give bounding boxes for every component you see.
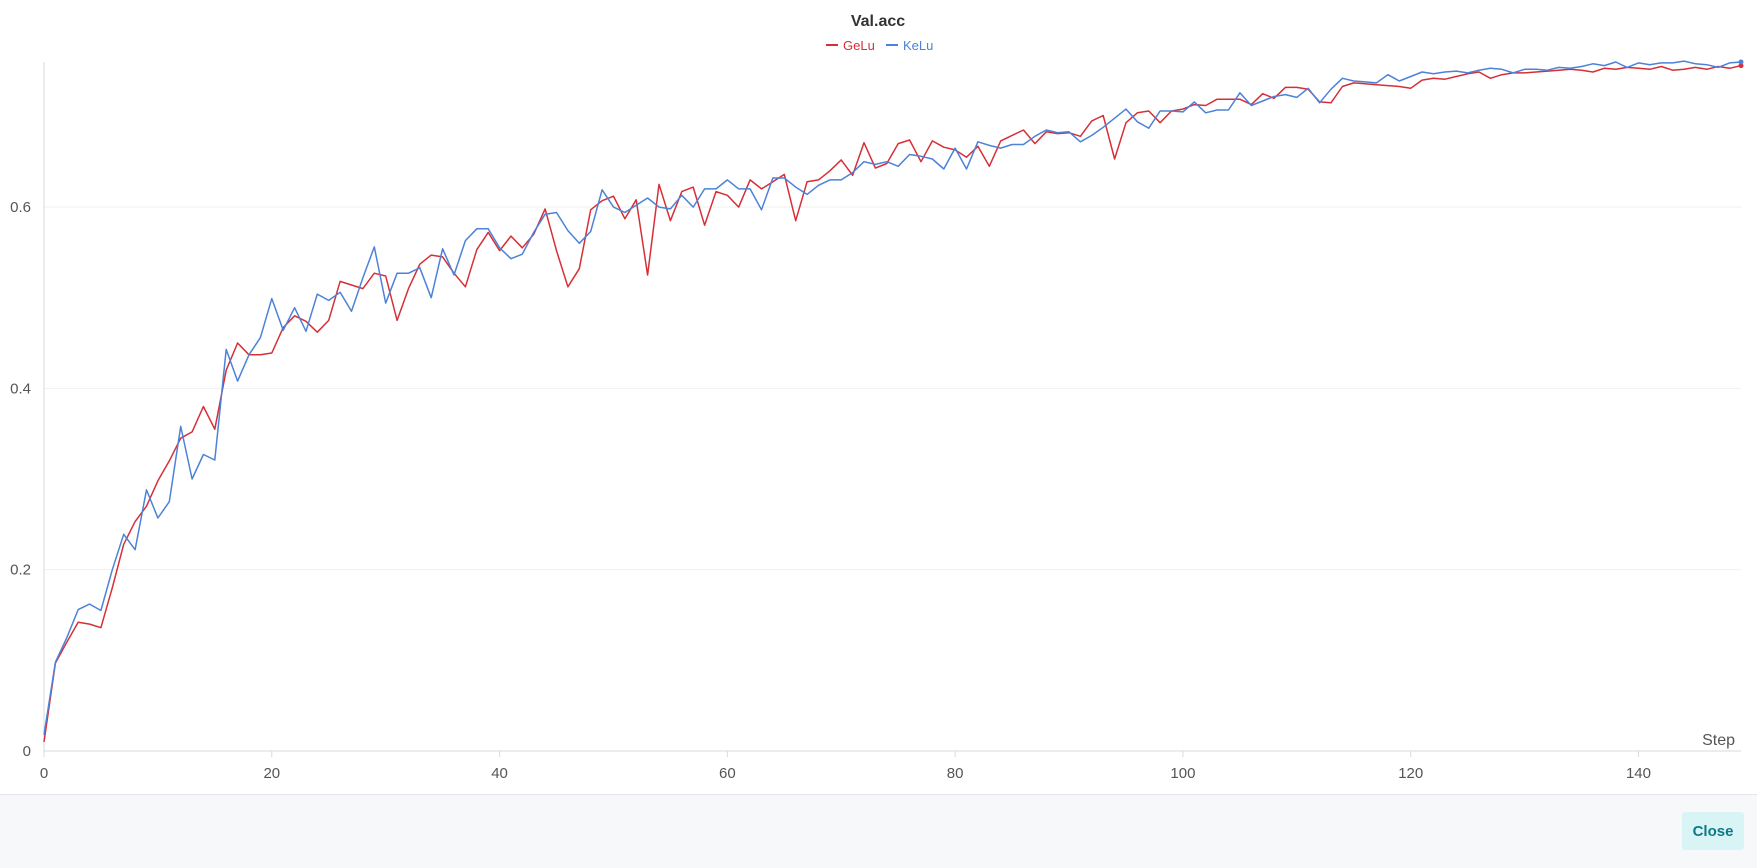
x-tick-label: 80: [947, 765, 964, 782]
legend[interactable]: GeLu KeLu: [826, 38, 933, 53]
x-tick-label: 140: [1626, 765, 1651, 782]
y-tick-label: 0.4: [10, 380, 31, 397]
y-tick-label: 0: [23, 743, 31, 760]
y-tick-label: 0.2: [10, 562, 31, 579]
close-button[interactable]: Close: [1682, 812, 1744, 850]
dialog-footer: Close: [0, 794, 1757, 868]
series-line-kelu[interactable]: [43, 60, 1742, 735]
x-tick-label: 20: [263, 765, 280, 782]
x-tick-label: 60: [719, 765, 736, 782]
legend-item-gelu[interactable]: GeLu: [826, 38, 875, 53]
legend-label: GeLu: [843, 38, 875, 53]
gridlines: [44, 206, 1741, 571]
series-end-point-kelu: [1738, 59, 1744, 65]
axes: 0 0.2 0.4 0.6 0 20 40 60 80 100 120 140: [10, 62, 1741, 782]
line-chart: Val.acc GeLu KeLu 0 0.2 0.4 0.6 0 20 40 60 80 100 1…: [10, 13, 1744, 782]
x-tick-label: 0: [40, 765, 48, 782]
series-end-point-gelu: [1738, 63, 1744, 69]
series-line-gelu[interactable]: [43, 64, 1742, 743]
x-axis-label: Step: [1702, 732, 1735, 749]
y-tick-label: 0.6: [10, 199, 31, 216]
chart-title: Val.acc: [851, 13, 905, 30]
x-tick-label: 120: [1398, 765, 1423, 782]
chart-container: Val.acc GeLu KeLu 0 0.2 0.4 0.6 0 20 40 60 80 100 1…: [10, 13, 1744, 782]
legend-item-kelu[interactable]: KeLu: [886, 38, 933, 53]
legend-label: KeLu: [903, 38, 933, 53]
x-tick-label: 40: [491, 765, 508, 782]
x-tick-label: 100: [1170, 765, 1195, 782]
series-lines: [43, 59, 1744, 743]
